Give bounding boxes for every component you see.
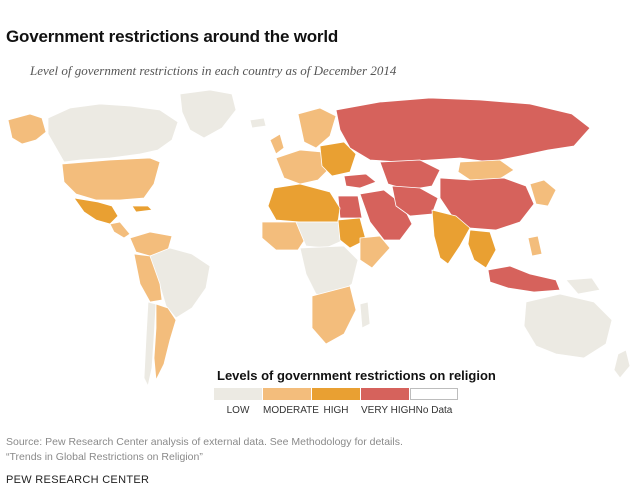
country-region-alaska xyxy=(7,113,47,145)
country-region-cuba xyxy=(131,205,153,213)
country-region-australia xyxy=(523,293,613,359)
country-region-western-europe xyxy=(275,149,331,185)
brand-label: PEW RESEARCH CENTER xyxy=(6,474,150,486)
country-region-turkey xyxy=(343,173,377,189)
legend-swatch-moderate xyxy=(263,388,311,400)
country-region-argentina xyxy=(153,303,177,381)
legend-swatch-low xyxy=(214,388,262,400)
country-region-greenland xyxy=(179,89,237,139)
legend-label-low: LOW xyxy=(226,405,250,416)
legend-title: Levels of government restrictions on rel… xyxy=(217,368,496,383)
country-region-madagascar xyxy=(359,301,371,329)
country-region-scandinavia xyxy=(297,107,337,149)
country-region-mexico xyxy=(73,197,119,225)
legend-label-no-data: No Data xyxy=(415,405,453,416)
country-region-united-states xyxy=(61,157,161,201)
country-region-peru-bolivia xyxy=(133,253,163,303)
map-title: Government restrictions around the world xyxy=(6,27,339,46)
source-note: Source: Pew Research Center analysis of … xyxy=(6,435,403,465)
legend-labels: LOW MODERATE HIGH VERY HIGH No Data xyxy=(214,405,496,416)
country-region-north-africa xyxy=(267,183,341,223)
country-region-iceland xyxy=(249,117,267,129)
country-region-russia xyxy=(335,97,591,163)
world-map-svg xyxy=(7,89,631,387)
map-subtitle: Level of government restrictions in each… xyxy=(30,63,397,78)
legend-label-high: HIGH xyxy=(323,405,349,416)
country-region-egypt xyxy=(337,195,363,219)
country-region-eastern-europe xyxy=(319,141,357,177)
source-report-title: “Trends in Global Restrictions on Religi… xyxy=(6,451,203,463)
country-region-philippines xyxy=(527,235,543,257)
country-region-sahel xyxy=(295,221,345,249)
legend-label-moderate: MODERATE xyxy=(263,405,319,416)
legend: Levels of government restrictions on rel… xyxy=(214,368,496,416)
country-region-horn-of-africa xyxy=(359,235,391,269)
country-region-central-america xyxy=(109,221,131,239)
country-region-mongolia xyxy=(457,159,515,181)
country-region-papua xyxy=(565,277,601,295)
legend-swatch-very-high xyxy=(361,388,409,400)
country-region-china xyxy=(439,177,535,231)
source-line: Source: Pew Research Center analysis of … xyxy=(6,436,403,448)
world-map xyxy=(0,88,640,428)
country-region-japan-korea xyxy=(529,179,557,207)
country-region-new-zealand xyxy=(613,349,631,379)
legend-label-very-high: VERY HIGH xyxy=(361,405,416,416)
country-region-southern-africa xyxy=(311,285,357,345)
country-region-india xyxy=(431,209,471,265)
legend-swatch-high xyxy=(312,388,360,400)
country-region-canada xyxy=(47,103,179,163)
legend-swatch-no-data xyxy=(410,388,458,400)
legend-swatches xyxy=(214,388,496,400)
country-region-indonesia xyxy=(487,265,561,293)
country-region-southeast-asia xyxy=(467,229,497,269)
country-region-uk-ireland xyxy=(269,133,285,155)
country-region-kazakhstan xyxy=(379,159,441,191)
country-region-sudan xyxy=(337,217,367,249)
country-region-chile xyxy=(143,301,157,387)
